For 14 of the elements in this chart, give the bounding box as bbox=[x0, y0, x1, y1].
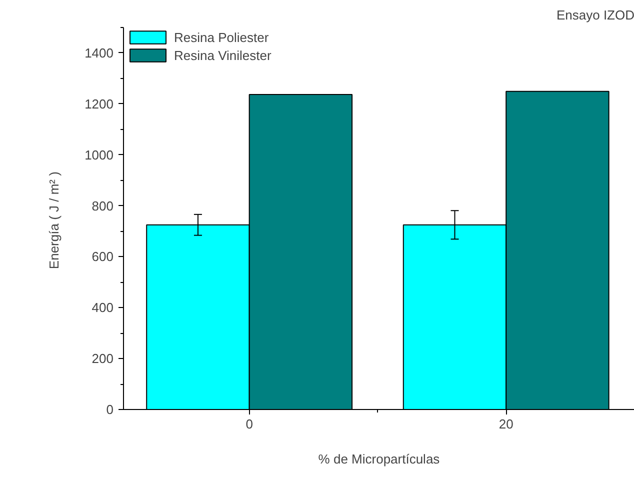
y-tick-label: 800 bbox=[92, 198, 114, 214]
y-tick-label: 1400 bbox=[84, 45, 114, 60]
x-tick-label: 20 bbox=[498, 416, 514, 432]
y-axis-title: Energía ( J / m² ) bbox=[46, 172, 62, 270]
legend-label: Resina Vinilester bbox=[174, 48, 272, 62]
y-tick-label: 1200 bbox=[84, 96, 114, 112]
y-tick-label: 0 bbox=[106, 402, 114, 417]
y-tick-label: 400 bbox=[92, 300, 114, 316]
chart-title: Ensayo IZOD bbox=[556, 8, 634, 22]
y-tick-label: 600 bbox=[92, 249, 114, 264]
y-tick-label: 200 bbox=[92, 351, 114, 366]
x-axis-title: % de Micropartículas bbox=[318, 452, 440, 466]
legend-label: Resina Poliester bbox=[174, 30, 269, 44]
y-tick-label: 1000 bbox=[84, 147, 114, 162]
